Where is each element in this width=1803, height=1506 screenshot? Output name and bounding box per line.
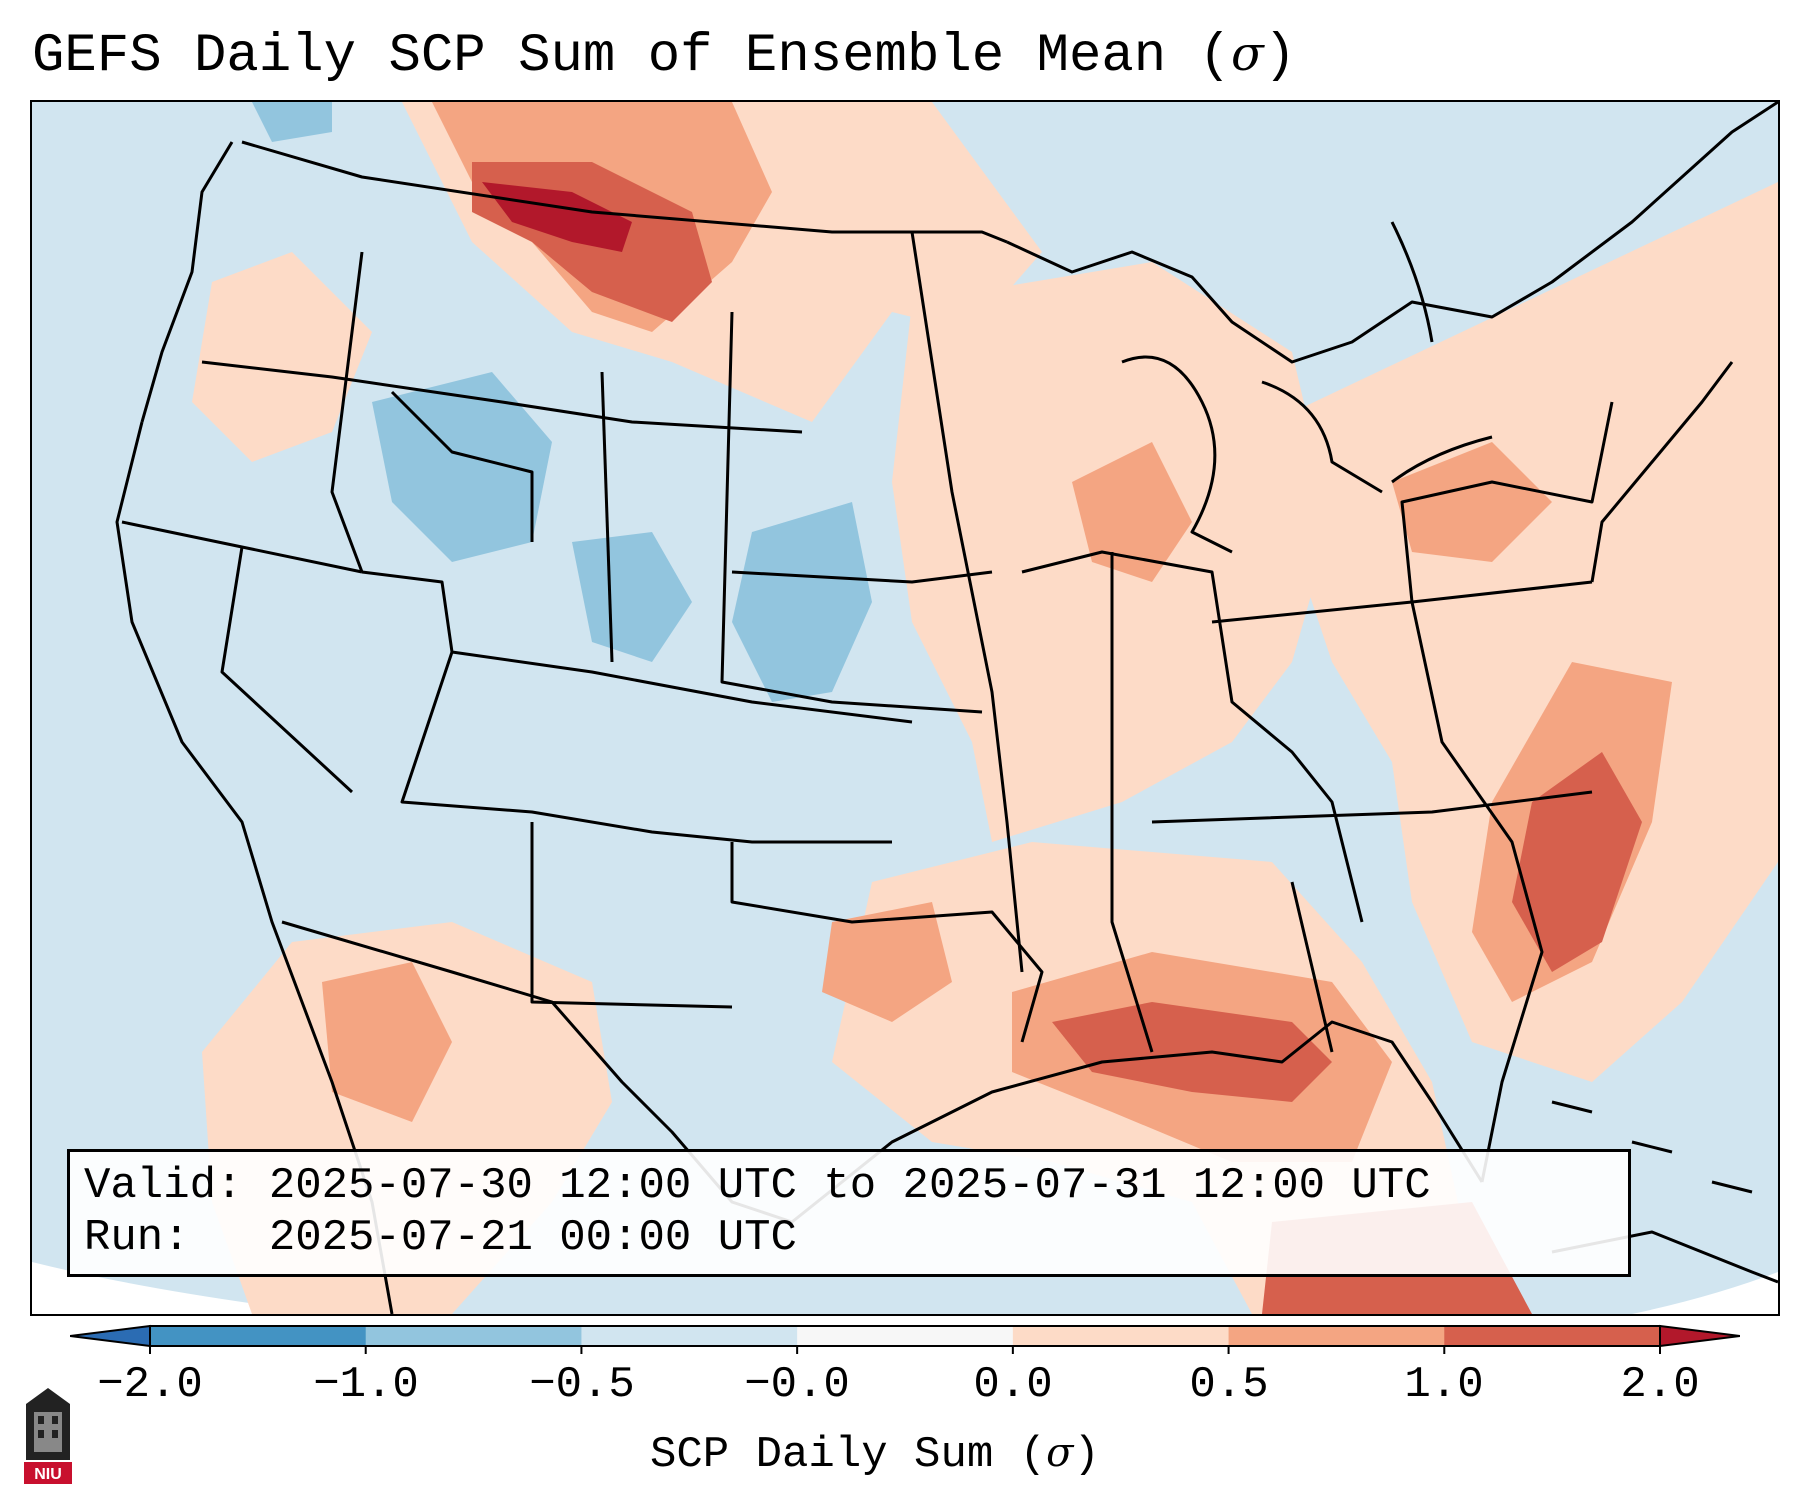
texas-north <box>730 842 1044 1043</box>
field-east <box>1272 182 1778 1082</box>
field-idaho-neg <box>372 372 552 562</box>
mo-il-line <box>1110 552 1154 1053</box>
field-gulf-high <box>1052 1002 1332 1102</box>
tick-label-neg0: −0.0 <box>744 1360 850 1410</box>
east-coast-lower <box>1410 601 1544 1183</box>
negative-fields <box>252 102 872 702</box>
central-line <box>361 570 913 724</box>
quebec-line <box>1390 221 1434 343</box>
valid-time-text: Valid: 2025-07-30 12:00 UTC to 2025-07-3… <box>84 1161 1431 1211</box>
wa-id-line <box>330 251 364 573</box>
west-coast-north <box>140 141 234 423</box>
chart-title: GEFS Daily SCP Sum of Ensemble Mean (σ) <box>32 22 1296 89</box>
colorbar-segment <box>1444 1326 1661 1346</box>
lake-michigan-shore <box>1121 355 1233 554</box>
al-ga-line <box>1290 881 1334 1053</box>
field-pacnw <box>192 252 372 462</box>
field-atlantic-high <box>1512 752 1642 972</box>
nm-texas-line <box>530 822 733 1009</box>
colorbar-title-close: ) <box>1073 1430 1100 1480</box>
colorbar-ticks <box>149 1346 1661 1354</box>
colorbar-segments <box>70 1324 1740 1348</box>
field-colorado-neg <box>572 532 692 662</box>
lake-erie-shore <box>1391 435 1493 484</box>
field-midwest-mod <box>1072 442 1192 582</box>
miss-river <box>1021 550 1364 923</box>
colorbar-title-sigma: σ <box>1046 1430 1074 1476</box>
ne-ks-line <box>731 570 993 584</box>
colorbar-segment <box>1012 1326 1230 1346</box>
us-canada-border <box>241 140 1008 244</box>
east-coast-upper <box>1590 361 1734 583</box>
title-close: ) <box>1263 26 1297 87</box>
four-corners-line <box>400 651 892 844</box>
title-text: GEFS Daily SCP Sum of Ensemble Mean ( <box>32 26 1231 87</box>
tick-label-0: 0.0 <box>973 1360 1053 1410</box>
field-ohio-valley <box>1392 442 1552 562</box>
colorbar-outline <box>149 1325 1661 1347</box>
plains-line-1 <box>720 311 983 714</box>
lake-huron-shore <box>1261 380 1383 494</box>
logo-text: NIU <box>34 1466 62 1483</box>
valid-run-box: Valid: 2025-07-30 12:00 UTC to 2025-07-3… <box>67 1149 1631 1277</box>
field-mexico-mod <box>322 962 452 1122</box>
boundaries <box>115 102 1778 1314</box>
nevada-west <box>220 546 354 794</box>
tick-label-1: 1.0 <box>1404 1360 1484 1410</box>
colorbar-segment <box>1228 1326 1445 1346</box>
west-coast-south <box>115 421 394 1314</box>
tick-label-2: 2.0 <box>1620 1360 1700 1410</box>
tick-label-neg2: −2.0 <box>97 1360 203 1410</box>
colorbar-segment <box>365 1326 582 1346</box>
colorado-west <box>600 371 614 663</box>
colorbar-segment <box>150 1326 367 1346</box>
tick-label-neg05: −0.5 <box>529 1360 635 1410</box>
tick-label-neg1: −1.0 <box>313 1360 419 1410</box>
colorbar-title: SCP Daily Sum (σ) <box>650 1425 1150 1483</box>
colorbar-title-text: SCP Daily Sum ( <box>650 1430 1047 1480</box>
projection-corner-left <box>32 1262 332 1314</box>
map-canvas <box>32 102 1778 1314</box>
tn-line <box>1151 790 1593 824</box>
run-time-text: Run: 2025-07-21 00:00 UTC <box>84 1213 797 1263</box>
colorbar <box>70 1324 1740 1354</box>
colorbar-segment <box>797 1326 1014 1346</box>
gulf-coast <box>281 920 1484 1224</box>
colorbar-extend-min <box>70 1324 151 1348</box>
field-kansas-neg <box>732 502 872 702</box>
colorbar-segment <box>581 1326 798 1346</box>
canada-east-border <box>1006 102 1778 364</box>
bahamas <box>1551 1100 1753 1194</box>
tick-label-05: 0.5 <box>1189 1360 1269 1410</box>
ny-pa-lines <box>1400 401 1614 603</box>
projection-corner-right <box>1632 1272 1778 1314</box>
title-sigma: σ <box>1231 26 1264 82</box>
field-texas-mod <box>822 902 952 1022</box>
field-bc-neg <box>252 102 332 142</box>
montana-wyoming <box>390 390 534 542</box>
colorbar-extend-max <box>1659 1324 1740 1348</box>
map-panel[interactable] <box>30 100 1780 1316</box>
oregon-idaho-line <box>201 360 803 434</box>
niu-logo-icon: NIU <box>24 1388 72 1484</box>
plains-line-2 <box>910 231 1024 973</box>
